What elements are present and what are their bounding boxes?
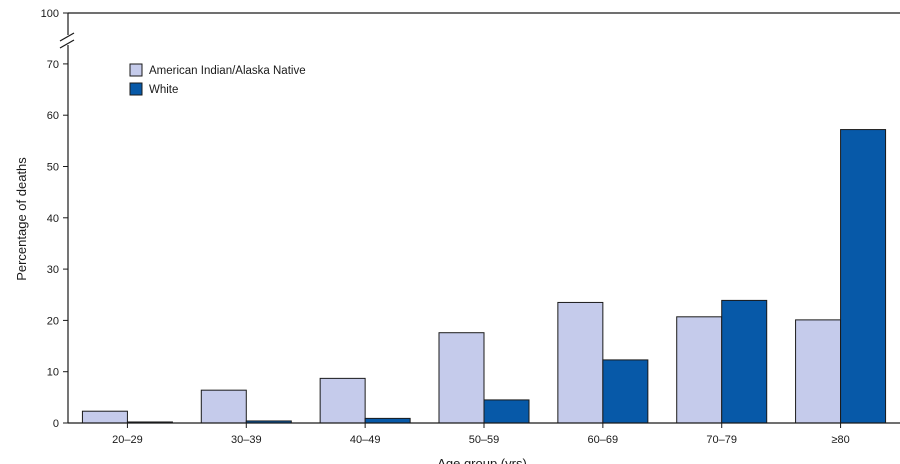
bar-aian <box>319 377 366 424</box>
y-tick-label: 0 <box>53 418 59 430</box>
axis-break-mark <box>59 32 75 42</box>
legend-label-aian: American Indian/Alaska Native <box>149 65 306 77</box>
y-tick-label: 20 <box>47 315 59 327</box>
x-tick-label: 60–69 <box>588 434 619 446</box>
y-tick-label: 40 <box>47 213 59 225</box>
bar-white <box>483 399 530 424</box>
x-tick-label: 50–59 <box>469 434 500 446</box>
bar-aian <box>200 389 247 424</box>
y-axis-ticks: 0 10 20 30 40 50 60 70 100 <box>41 8 68 430</box>
legend-swatch-white <box>129 82 143 96</box>
x-tick-label: ≥80 <box>831 434 849 446</box>
bar-white <box>602 359 649 424</box>
y-axis-title: Percentage of deaths <box>14 157 29 281</box>
axes <box>59 12 900 424</box>
bars <box>81 129 887 424</box>
bar-aian <box>676 316 723 424</box>
axis-break-mark <box>59 39 75 49</box>
y-tick-label: 50 <box>47 162 59 174</box>
legend-label-white: White <box>149 84 178 96</box>
legend-swatch-aian <box>129 63 143 77</box>
bar-white <box>364 417 411 424</box>
x-tick-label: 30–39 <box>231 434 262 446</box>
y-tick-label: 60 <box>47 110 59 122</box>
bar-aian <box>795 319 842 424</box>
x-tick-label: 40–49 <box>350 434 381 446</box>
y-tick-label: 10 <box>47 367 59 379</box>
bar-white <box>721 299 768 424</box>
y-tick-label-top: 100 <box>41 8 59 20</box>
y-tick-label: 70 <box>47 59 59 71</box>
x-axis-title: Age group (yrs) <box>437 456 527 464</box>
bar-white <box>840 129 887 424</box>
bar-aian <box>438 332 485 424</box>
bar-aian <box>81 410 128 424</box>
x-axis-ticks: 20–29 30–39 40–49 50–59 60–69 70–79 ≥80 <box>112 423 850 446</box>
bar-aian <box>557 301 604 424</box>
legend: American Indian/Alaska Native White <box>129 63 306 96</box>
x-tick-label: 20–29 <box>112 434 143 446</box>
y-tick-label: 30 <box>47 264 59 276</box>
x-tick-label: 70–79 <box>706 434 737 446</box>
